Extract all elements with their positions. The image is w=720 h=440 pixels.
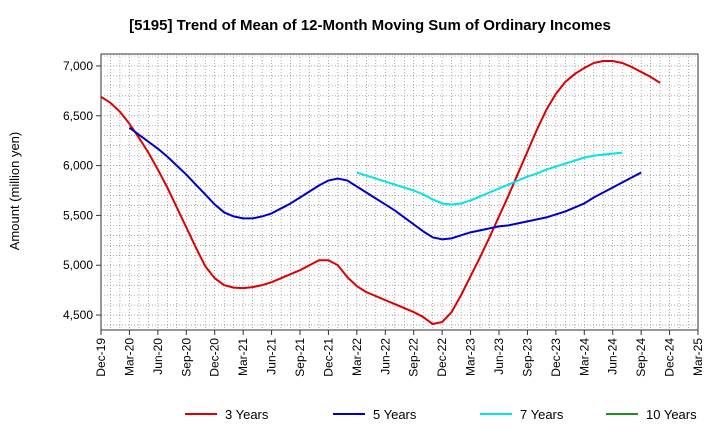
plot-area — [100, 53, 699, 331]
x-tick-label: Mar-20 — [122, 338, 136, 376]
legend-label: 5 Years — [373, 407, 417, 422]
legend-label: 10 Years — [646, 407, 697, 422]
x-tick-label: Dec-19 — [94, 338, 108, 377]
x-tick-label: Mar-25 — [691, 338, 705, 376]
x-tick-label: Dec-22 — [435, 338, 449, 377]
x-tick-label: Jun-21 — [265, 338, 279, 375]
x-axis: Dec-19 Mar-20 Jun-20 Sep-20 Dec-20 Mar-21 Jun-… — [94, 330, 705, 377]
y-tick-label: 6,500 — [63, 109, 93, 123]
legend-label: 7 Years — [520, 407, 564, 422]
series-line-3-years — [100, 59, 661, 326]
x-tick-label: Sep-21 — [293, 338, 307, 377]
x-tick-label: Dec-23 — [549, 338, 563, 377]
legend-label: 3 Years — [225, 407, 269, 422]
x-tick-label: Mar-23 — [464, 338, 478, 376]
x-tick-label: Sep-23 — [520, 338, 534, 377]
y-axis: 4,500 5,000 5,500 6,000 6,500 7,000 — [63, 59, 101, 322]
series-line-5-years — [128, 126, 642, 241]
x-tick-label: Dec-20 — [208, 338, 222, 377]
x-tick-label: Mar-22 — [350, 338, 364, 376]
legend: 3 Years 5 Years 7 Years 10 Years — [185, 407, 697, 422]
series-layer — [100, 59, 661, 326]
x-tick-label: Mar-24 — [577, 338, 591, 376]
y-tick-label: 6,000 — [63, 159, 93, 173]
series-line-7-years — [356, 151, 623, 206]
x-tick-label: Sep-24 — [634, 338, 648, 377]
grid — [101, 54, 698, 330]
x-tick-label: Dec-24 — [663, 338, 677, 377]
x-tick-label: Jun-23 — [492, 338, 506, 375]
x-tick-label: Jun-22 — [378, 338, 392, 375]
y-tick-label: 5,000 — [63, 258, 93, 272]
chart-title: [5195] Trend of Mean of 12-Month Moving … — [129, 17, 611, 34]
x-tick-label: Jun-20 — [151, 338, 165, 375]
x-tick-label: Sep-22 — [407, 338, 421, 377]
x-tick-label: Mar-21 — [236, 338, 250, 376]
y-tick-label: 7,000 — [63, 59, 93, 73]
x-tick-label: Sep-20 — [179, 338, 193, 377]
y-tick-label: 5,500 — [63, 208, 93, 222]
y-tick-label: 4,500 — [63, 308, 93, 322]
x-tick-label: Jun-24 — [606, 338, 620, 375]
x-tick-label: Dec-21 — [321, 338, 335, 377]
y-axis-label: Amount (million yen) — [7, 132, 22, 251]
